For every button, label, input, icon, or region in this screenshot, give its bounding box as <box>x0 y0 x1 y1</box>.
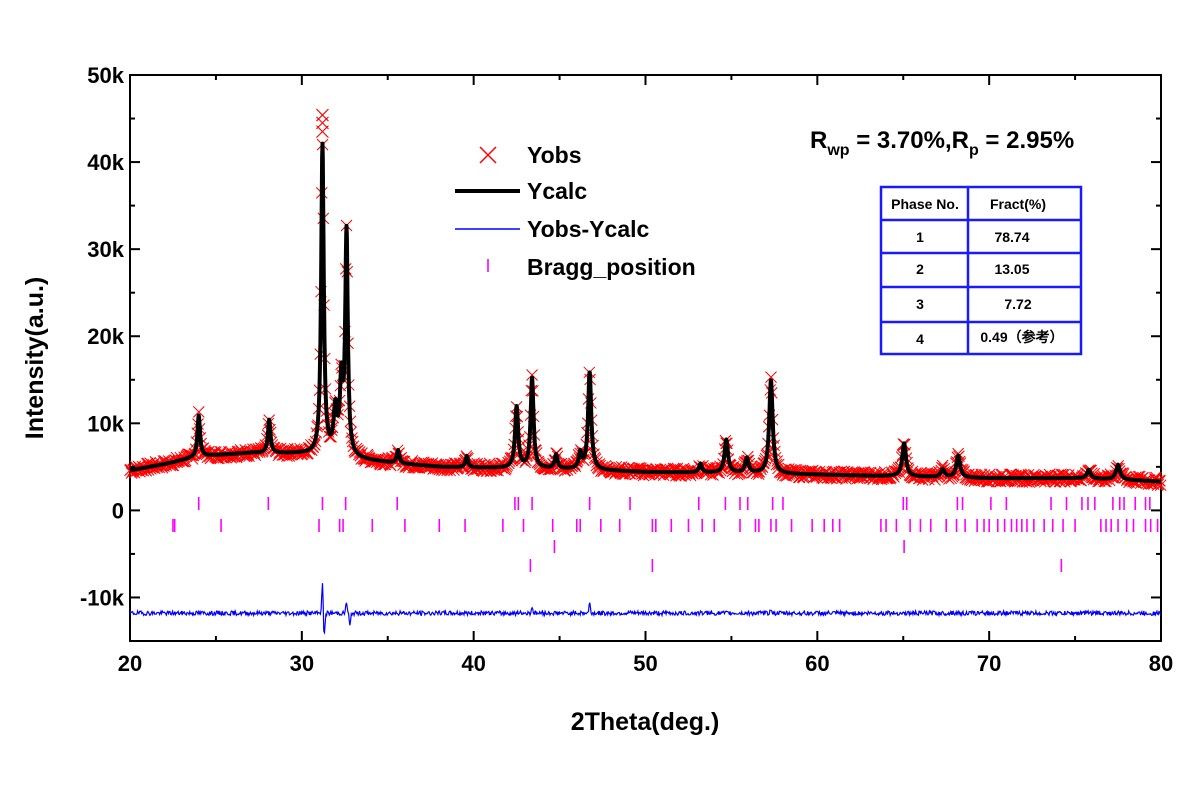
y-tick-label: 40k <box>87 150 124 175</box>
yobs-marker <box>192 406 205 418</box>
r-p-value: = 2.95% <box>979 127 1074 154</box>
x-tick-label: 50 <box>633 651 657 676</box>
x-tick-label: 30 <box>290 651 314 676</box>
table-cell-fract: 13.05 <box>994 261 1029 277</box>
legend-label-bragg: Bragg_position <box>527 254 696 280</box>
r-wp-value: = 3.70%, <box>850 127 952 154</box>
table-cell-phase: 2 <box>916 261 924 277</box>
plot-frame <box>129 74 1162 642</box>
legend: Yobs Ycalc Yobs-Ycalc Bragg_position <box>455 142 696 280</box>
x-tick-label: 80 <box>1149 651 1173 676</box>
y-axis-ticks: -10k 0 10k 20k 30k 40k 50k <box>80 63 1161 642</box>
x-tick-label: 40 <box>461 651 485 676</box>
table-header-phase: Phase No. <box>891 196 959 212</box>
bragg-position-markers <box>172 497 1159 572</box>
table-header-fract: Fract(%) <box>990 196 1046 212</box>
legend-label-ycalc: Ycalc <box>527 178 587 204</box>
r-wp-subscript: wp <box>826 142 849 159</box>
y-tick-label: 0 <box>112 498 124 523</box>
legend-marker-yobs <box>479 146 497 164</box>
table-border <box>879 185 1083 356</box>
y-tick-label: 20k <box>87 324 124 349</box>
legend-label-yobs: Yobs <box>527 142 582 168</box>
y-tick-label: 30k <box>87 237 124 262</box>
x-tick-label: 20 <box>118 651 142 676</box>
table-cell-phase: 3 <box>916 296 924 312</box>
y-axis-title: Intensity(a.u.) <box>21 277 49 440</box>
r-factors: Rwp = 3.70%,Rp = 2.95% <box>810 127 1074 159</box>
x-tick-label: 60 <box>805 651 829 676</box>
phase-fraction-table: Phase No. Fract(%) 1 78.74 2 13.05 3 7.7… <box>879 185 1083 356</box>
x-tick-label: 70 <box>977 651 1001 676</box>
yobs-ycalc-line <box>129 583 1162 636</box>
yobs-marker <box>305 444 318 457</box>
y-tick-label: 50k <box>87 63 124 88</box>
table-cell-fract: 0.49（参考） <box>980 329 1063 345</box>
ycalc-line <box>128 141 1163 484</box>
table-cell-phase: 1 <box>916 229 924 245</box>
r-p-symbol: R <box>952 127 969 154</box>
table-cell-phase: 4 <box>916 331 924 347</box>
r-wp-symbol: R <box>810 127 827 154</box>
table-cell-fract: 7.72 <box>1004 296 1031 312</box>
yobs-marker <box>526 369 538 381</box>
x-axis-ticks: 20 30 40 50 60 70 80 <box>118 75 1173 676</box>
yobs-marker <box>765 371 777 384</box>
x-axis-title: 2Theta(deg.) <box>571 708 720 736</box>
table-cell-fract: 78.74 <box>994 229 1029 245</box>
yobs-marker <box>316 108 329 122</box>
y-tick-label: -10k <box>80 585 125 610</box>
legend-label-diff: Yobs-Ycalc <box>527 216 649 242</box>
y-tick-label: 10k <box>87 411 124 436</box>
r-p-subscript: p <box>969 142 979 159</box>
